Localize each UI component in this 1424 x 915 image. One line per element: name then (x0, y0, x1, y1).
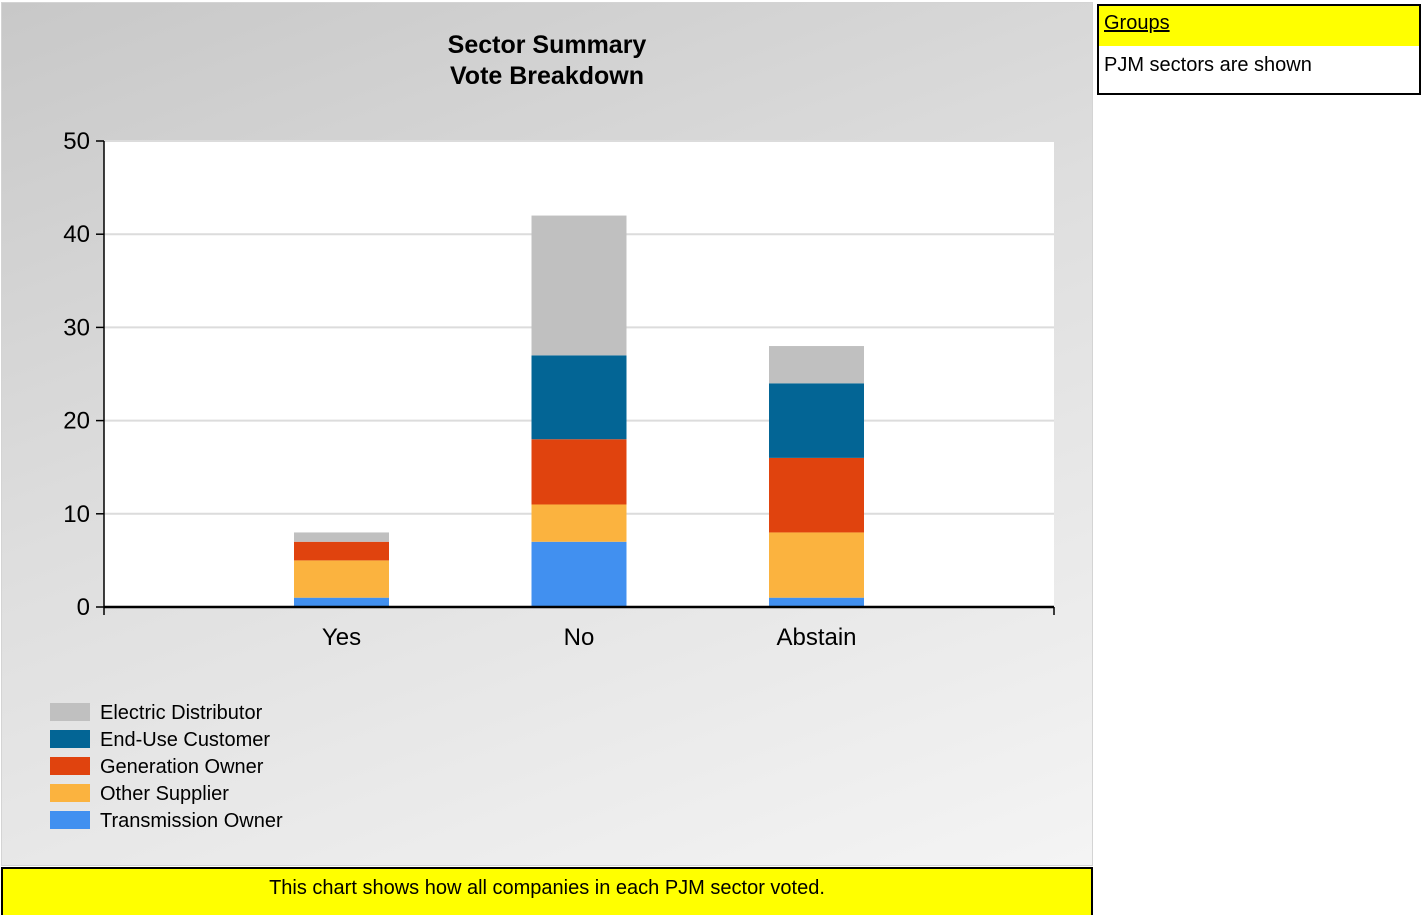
legend-swatch-generation-owner (50, 757, 90, 775)
legend-label-transmission-owner: Transmission Owner (100, 810, 283, 832)
groups-link[interactable]: Groups (1104, 12, 1170, 34)
legend-swatch-other-supplier (50, 784, 90, 802)
bar-abstain-electric-distributor (769, 346, 864, 384)
y-tick-label: 40 (63, 221, 90, 248)
chart-panel: Sector Summary Vote Breakdown 0 10 20 30 40 5… (1, 2, 1093, 866)
x-tick-label: No (564, 624, 595, 651)
bar-yes-electric-distributor (294, 532, 389, 542)
legend-swatch-transmission-owner (50, 811, 90, 829)
bar-yes-other-supplier (294, 560, 389, 598)
bar-no-transmission-owner (531, 541, 627, 607)
bar-abstain-transmission-owner (769, 597, 864, 607)
y-tick-label: 50 (63, 128, 90, 155)
legend-swatch-electric-distributor (50, 703, 90, 721)
y-tick-label: 20 (63, 408, 90, 435)
bar-no-end-use-customer (531, 355, 627, 440)
legend-label-other-supplier: Other Supplier (100, 783, 229, 805)
bar-no-generation-owner (531, 439, 627, 505)
bar-abstain-generation-owner (769, 457, 864, 533)
chart-title-line-1: Sector Summary (448, 31, 647, 59)
bar-yes-transmission-owner (294, 597, 389, 607)
groups-description: PJM sectors are shown (1104, 54, 1312, 76)
chart-footnote: This chart shows how all companies in ea… (1, 867, 1093, 915)
x-tick-label: Yes (322, 624, 361, 651)
bar-yes-generation-owner (294, 541, 389, 561)
groups-panel: Groups PJM sectors are shown (1097, 4, 1421, 95)
legend: Electric Distributor End-Use Customer Gene… (50, 702, 283, 832)
x-tick-label: Abstain (776, 624, 856, 651)
y-tick-label: 30 (63, 314, 90, 341)
y-tick-label: 0 (77, 594, 90, 621)
bar-no-electric-distributor (531, 215, 627, 356)
legend-label-end-use-customer: End-Use Customer (100, 729, 270, 751)
chart-title-line-2: Vote Breakdown (450, 62, 644, 90)
vote-breakdown-chart: Sector Summary Vote Breakdown 0 10 20 30 40 5… (50, 31, 1055, 832)
footnote-text: This chart shows how all companies in ea… (269, 877, 825, 899)
bar-abstain-end-use-customer (769, 383, 864, 458)
bar-abstain-other-supplier (769, 532, 864, 598)
legend-label-generation-owner: Generation Owner (100, 756, 264, 778)
bar-no-other-supplier (531, 504, 627, 542)
groups-header: Groups (1099, 6, 1419, 46)
y-tick-label: 10 (63, 501, 90, 528)
legend-swatch-end-use-customer (50, 730, 90, 748)
plot-area: 0 10 20 30 40 50 Yes No Abstain (63, 128, 1055, 651)
legend-label-electric-distributor: Electric Distributor (100, 702, 263, 724)
